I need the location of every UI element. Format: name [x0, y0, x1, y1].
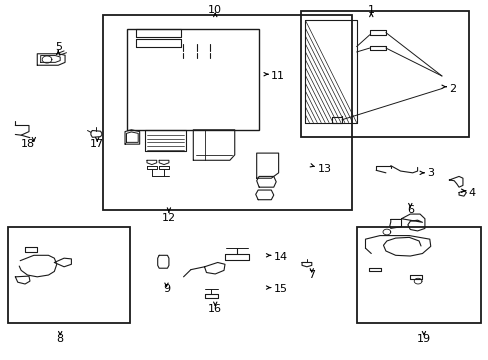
Text: 11: 11 — [271, 71, 285, 81]
Text: 14: 14 — [273, 252, 287, 262]
Bar — [300, 12, 468, 137]
Bar — [356, 226, 480, 323]
Text: 7: 7 — [307, 270, 315, 280]
Text: 13: 13 — [317, 164, 331, 174]
Text: 2: 2 — [448, 84, 455, 94]
Text: 3: 3 — [427, 168, 433, 178]
Bar — [127, 30, 259, 130]
Text: 18: 18 — [20, 139, 35, 149]
Text: 12: 12 — [162, 213, 176, 222]
Text: 8: 8 — [57, 333, 63, 343]
Text: 19: 19 — [416, 333, 430, 343]
Text: 16: 16 — [208, 304, 222, 314]
Text: 1: 1 — [367, 5, 374, 15]
Text: 15: 15 — [273, 284, 287, 294]
Text: 6: 6 — [406, 206, 413, 216]
Text: 17: 17 — [90, 139, 104, 149]
Text: 5: 5 — [55, 42, 61, 52]
Bar — [8, 226, 130, 323]
Text: 10: 10 — [208, 5, 222, 15]
Text: 9: 9 — [163, 284, 170, 294]
Bar — [103, 15, 351, 211]
Text: 4: 4 — [468, 188, 475, 198]
